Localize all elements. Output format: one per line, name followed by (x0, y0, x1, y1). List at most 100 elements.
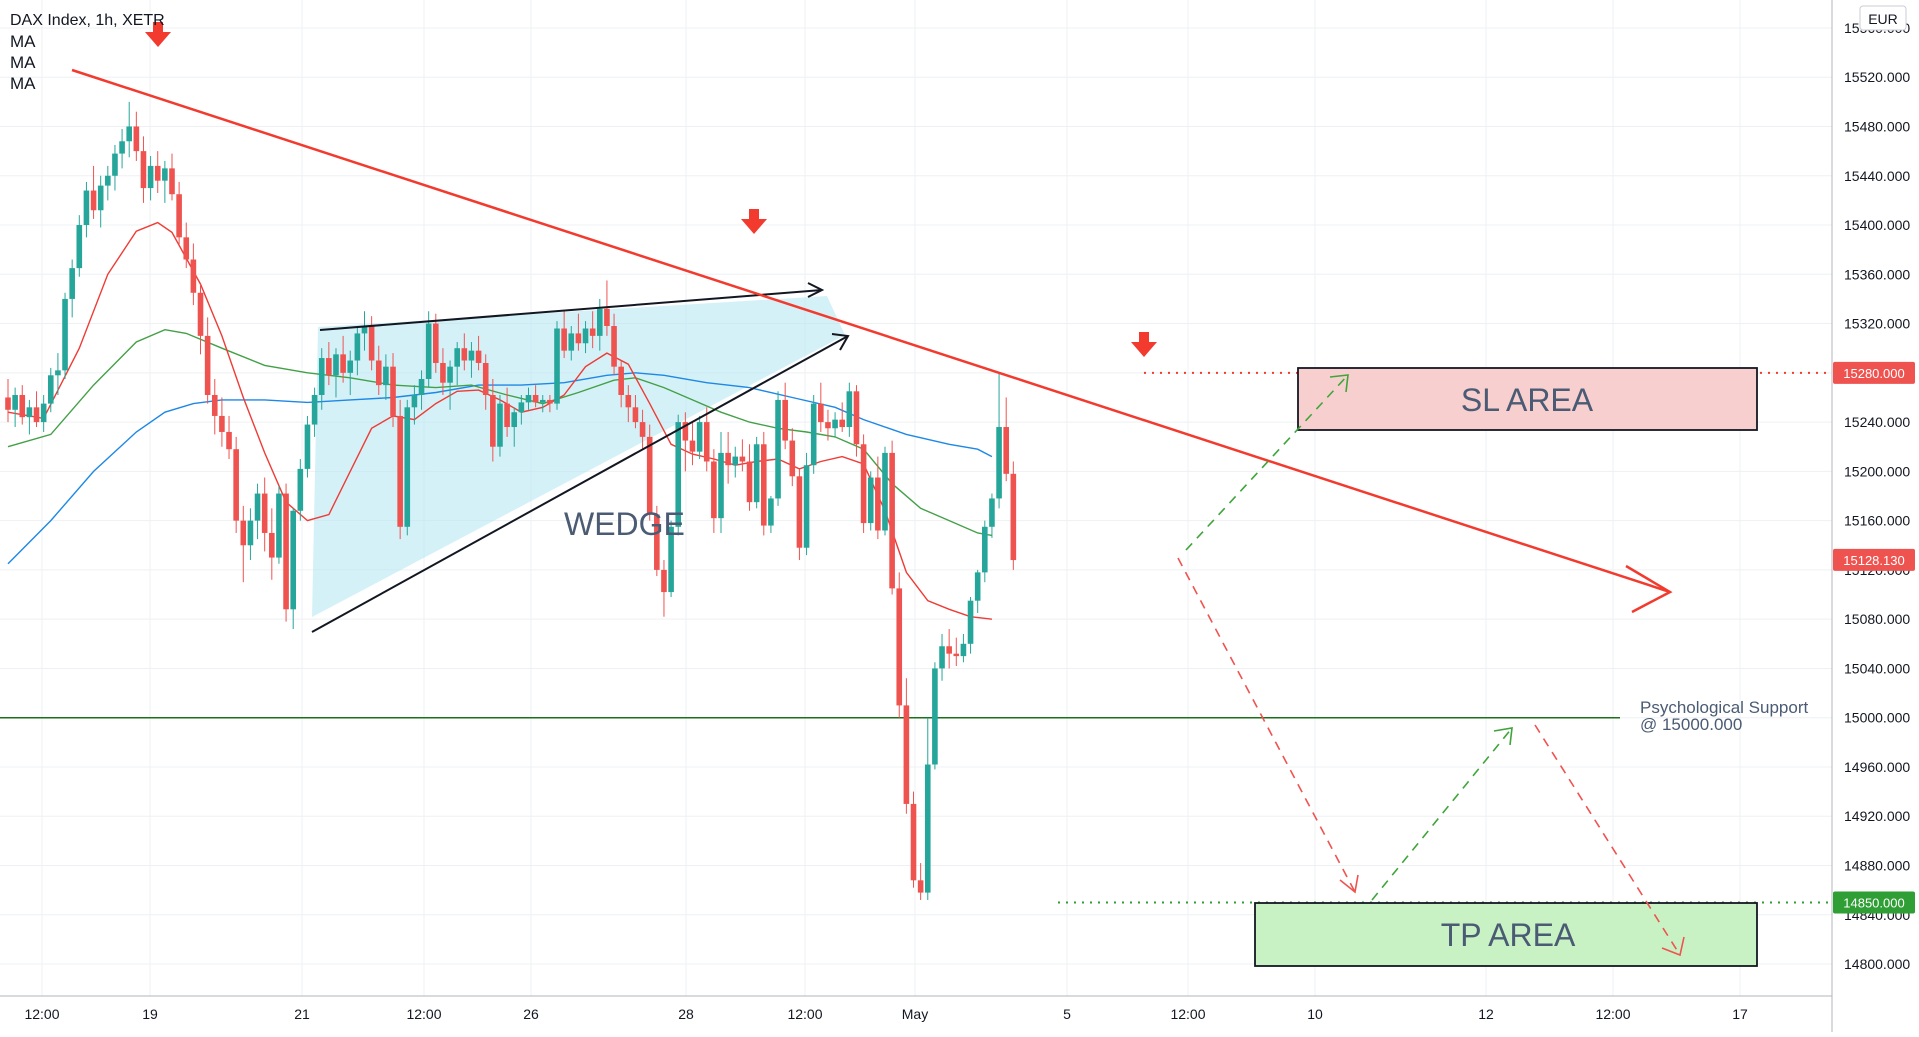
y-tick-label: 14960.000 (1844, 759, 1910, 775)
candle-body (504, 403, 510, 428)
candle-body (62, 298, 68, 371)
candle-body (211, 395, 218, 416)
candle-body (810, 403, 817, 466)
candle-body (753, 444, 760, 503)
candle-body (818, 403, 824, 423)
candle-body (254, 493, 261, 521)
candle-body (668, 526, 674, 593)
tp-price-tag-bg (1833, 891, 1915, 914)
candle-body (853, 391, 860, 445)
candle-body (739, 456, 746, 462)
candle-body (433, 323, 439, 363)
candle-body (532, 395, 539, 403)
candle-body (55, 370, 61, 376)
y-tick-label: 15240.000 (1844, 414, 1910, 430)
support-label-line2: @ 15000.000 (1640, 715, 1742, 734)
candle-body (240, 520, 247, 546)
projection-green-2 (1371, 727, 1513, 901)
symbol-title[interactable]: DAX Index, 1h, XETR (10, 12, 165, 29)
candle-body (404, 407, 411, 527)
candle-body (718, 452, 724, 519)
candle-body (867, 477, 874, 524)
candle-body (960, 643, 967, 657)
wedge-upper-arrowhead (807, 282, 825, 298)
y-tick-label: 14920.000 (1844, 808, 1910, 824)
wedge-lower-line (311, 335, 849, 633)
sl-price-tag: 15280.000 (1843, 366, 1904, 381)
candle-body (768, 498, 774, 526)
candle-body (554, 328, 560, 404)
candle-body (397, 415, 403, 527)
candle-body (333, 354, 339, 376)
candle-body (19, 395, 26, 418)
wedge-lower-arrowhead (831, 333, 850, 351)
x-tick-label: 12:00 (24, 1006, 59, 1022)
candle-body (582, 328, 589, 344)
candle-body (176, 194, 182, 238)
candle-body (454, 348, 460, 367)
x-tick-label: 12:00 (406, 1006, 441, 1022)
candle-body (90, 190, 97, 211)
candle-body (703, 422, 710, 462)
candle-body (219, 415, 225, 432)
candle-body (589, 328, 596, 336)
indicator-ma-3[interactable]: MA (10, 74, 36, 93)
candle-body (639, 422, 646, 437)
candle-body (12, 395, 18, 410)
candle-body (725, 452, 731, 466)
y-tick-label: 15360.000 (1844, 266, 1910, 282)
x-tick-label: 12:00 (1170, 1006, 1205, 1022)
y-tick-label: 15440.000 (1844, 168, 1910, 184)
candle-body (789, 440, 796, 477)
indicator-ma-2[interactable]: MA (10, 53, 36, 72)
candle-body (910, 803, 917, 881)
candle-body (311, 395, 318, 425)
candle-body (147, 165, 154, 189)
candle-body (803, 465, 810, 548)
candle-body (839, 419, 846, 428)
sl-price-tag-bg (1833, 361, 1915, 384)
candle-body (283, 493, 289, 610)
candle-body (304, 424, 311, 469)
candle-body (418, 378, 425, 395)
x-tick-label: 21 (294, 1006, 310, 1022)
candle-body (539, 399, 546, 403)
candle-body (33, 407, 40, 423)
candle-body (989, 498, 995, 527)
candle-body (596, 308, 603, 336)
candle-body (511, 412, 518, 428)
candle-body (889, 452, 895, 589)
candle-body (646, 436, 653, 515)
candle-body (126, 126, 133, 142)
projection-red-2-head (1661, 936, 1685, 957)
candle-body (953, 653, 960, 657)
peak-arrow-icon (741, 209, 767, 234)
indicator-ma-1[interactable]: MA (10, 32, 36, 51)
x-tick-label: 17 (1732, 1006, 1748, 1022)
candle-body (482, 362, 489, 395)
candle-body (782, 399, 788, 441)
peak-arrow-icon (145, 22, 171, 47)
candle-body (732, 456, 739, 466)
candle-body (204, 335, 211, 395)
candle-body (974, 572, 981, 601)
candle-body (846, 391, 853, 428)
current-price-tag: 15128.130 (1843, 553, 1904, 568)
candle-body (1003, 427, 1009, 474)
candle-body (675, 422, 682, 527)
candle-body (497, 403, 503, 447)
candle-body (561, 328, 567, 351)
x-tick-label: May (902, 1006, 928, 1022)
candle-body (290, 510, 296, 610)
candle-body (604, 308, 610, 327)
candle-body (917, 880, 924, 893)
x-tick-label: 26 (523, 1006, 539, 1022)
candle-body (1010, 473, 1017, 561)
candle-body (946, 646, 952, 654)
candle-body (575, 333, 582, 344)
candle-body (347, 360, 354, 373)
tp-price-tag: 14850.000 (1843, 895, 1904, 910)
y-tick-label: 15080.000 (1844, 611, 1910, 627)
candle-body (383, 366, 389, 386)
